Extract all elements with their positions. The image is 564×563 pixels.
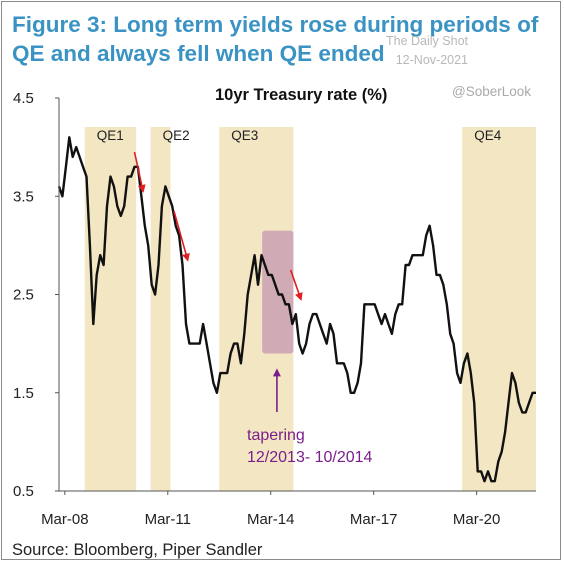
qe-band-qe4 [462, 127, 536, 491]
watermark-site: The Daily Shot [386, 34, 468, 48]
red-arrow-2 [173, 210, 190, 262]
y-tick-label: 3.5 [13, 188, 34, 205]
source-note: Source: Bloomberg, Piper Sandler [12, 541, 263, 559]
tapering-dates: 12/2013- 10/2014 [247, 449, 373, 466]
arrow-layer [133, 151, 303, 412]
y-tick-label: 2.5 [13, 287, 34, 304]
qe-band-qe2 [150, 127, 171, 491]
y-tick-label: 0.5 [13, 483, 34, 500]
red-arrow-1 [133, 151, 146, 193]
x-tick-label: Mar-08 [41, 511, 89, 528]
qe-label-qe2: QE2 [163, 128, 190, 143]
axes [55, 97, 536, 495]
labels: QE1 QE2 QE3 QE4 tapering 12/2013- 10/2014 0.5 1… [13, 86, 502, 528]
watermark-date: 12-Nov-2021 [395, 53, 468, 67]
qe-label-qe3: QE3 [231, 128, 258, 143]
x-tick-label: Mar-14 [247, 511, 295, 528]
x-tick-label: Mar-11 [145, 511, 191, 528]
qe-label-qe4: QE4 [474, 128, 502, 143]
x-tick-label: Mar-20 [453, 511, 501, 528]
chart-title: 10yr Treasury rate (%) [215, 86, 387, 104]
qe-label-qe1: QE1 [97, 128, 124, 143]
x-tick-label: Mar-17 [350, 511, 398, 528]
watermark-handle: @SoberLook [452, 84, 532, 99]
red-arrow-3 [289, 269, 303, 301]
tapering-label: tapering [247, 427, 305, 444]
y-tick-label: 1.5 [13, 385, 34, 402]
y-tick-label: 4.5 [13, 90, 34, 107]
qe-bands [84, 127, 536, 491]
figure-title: Figure 3: Long term yields rose during p… [12, 12, 539, 66]
